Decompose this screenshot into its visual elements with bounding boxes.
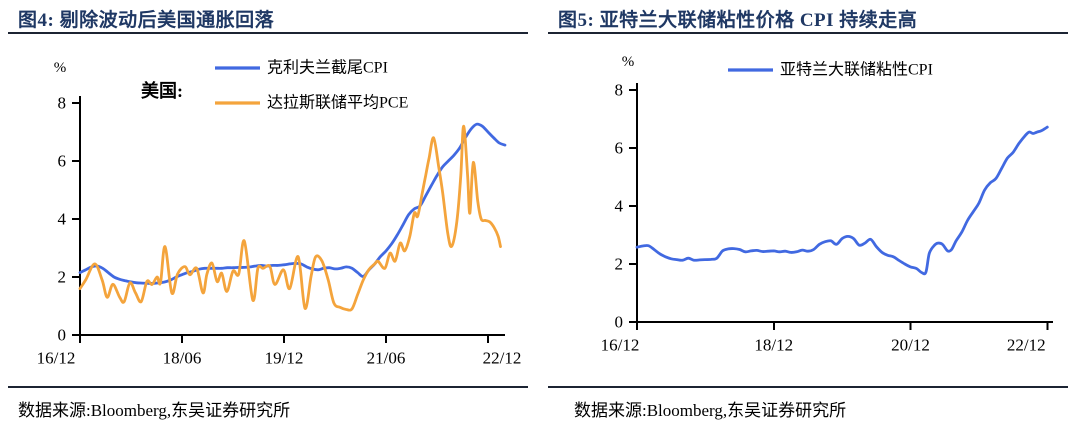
fig5-line-chart: 0 2 4 6 8 16/12 18/12 20/12 22/12% 亚特兰大联储粘性CPI — [601, 54, 1053, 355]
legend-label-0: 亚特兰大联储粘性CPI — [780, 61, 933, 79]
figure5-title: 图5: 亚特兰大联储粘性价格 CPI 持续走高 — [558, 10, 918, 31]
y-tick-label: 2 — [58, 268, 67, 287]
x-tick-label: 16/12 — [37, 349, 76, 368]
legend-label-0: 克利夫兰截尾CPI — [267, 59, 388, 77]
series-line-0 — [78, 122, 507, 285]
y-tick-label: 8 — [615, 81, 624, 100]
figure5-data-source: 数据来源:Bloomberg,东吴证券研究所 — [574, 401, 847, 420]
y-unit-label: % — [622, 54, 635, 70]
y-tick-label: 4 — [58, 210, 67, 229]
figure4-data-source: 数据来源:Bloomberg,东吴证券研究所 — [18, 401, 291, 420]
x-tick-label: 20/12 — [891, 336, 930, 355]
fig4-line-chart: 0 2 4 6 8 16/12 18/06 19/12 21/06 22/12% 美国: 克利夫兰截尾… — [37, 59, 522, 368]
figure4-title: 图4: 剔除波动后美国通胀回落 — [18, 10, 275, 31]
y-tick-label: 6 — [615, 139, 624, 158]
y-tick-label: 8 — [58, 94, 67, 113]
axes — [629, 83, 1053, 330]
legend-label-1: 达拉斯联储平均PCE — [267, 94, 408, 112]
y-tick-label: 0 — [615, 313, 624, 332]
figure4-title-rule — [8, 32, 528, 34]
y-tick-label: 2 — [615, 255, 624, 274]
x-tick-label: 22/12 — [1007, 336, 1046, 355]
y-unit-label: % — [54, 60, 67, 76]
x-tick-label: 18/12 — [754, 336, 793, 355]
figure5-panel: 图5: 亚特兰大联储粘性价格 CPI 持续走高 0 2 4 6 8 16/12 18/12 2… — [540, 0, 1080, 431]
figure5-footer-rule — [548, 386, 1068, 388]
y-tick-label: 0 — [58, 326, 67, 345]
series-line-0 — [635, 125, 1049, 276]
figure5-title-rule — [548, 32, 1068, 34]
x-tick-label: 21/06 — [367, 349, 406, 368]
x-tick-label: 18/06 — [163, 349, 202, 368]
figure4-panel: 图4: 剔除波动后美国通胀回落 0 2 4 6 8 16/12 18/06 19/12 21/0… — [8, 10, 528, 420]
y-tick-label: 6 — [58, 152, 67, 171]
x-tick-label: 22/12 — [483, 349, 522, 368]
series-line-1 — [78, 124, 502, 312]
figure4-footer-rule — [8, 386, 528, 388]
region-annotation: 美国: — [141, 80, 183, 101]
axes — [72, 96, 505, 343]
y-tick-label: 4 — [615, 197, 624, 216]
x-tick-label: 19/12 — [265, 349, 304, 368]
x-tick-label: 16/12 — [601, 336, 640, 355]
